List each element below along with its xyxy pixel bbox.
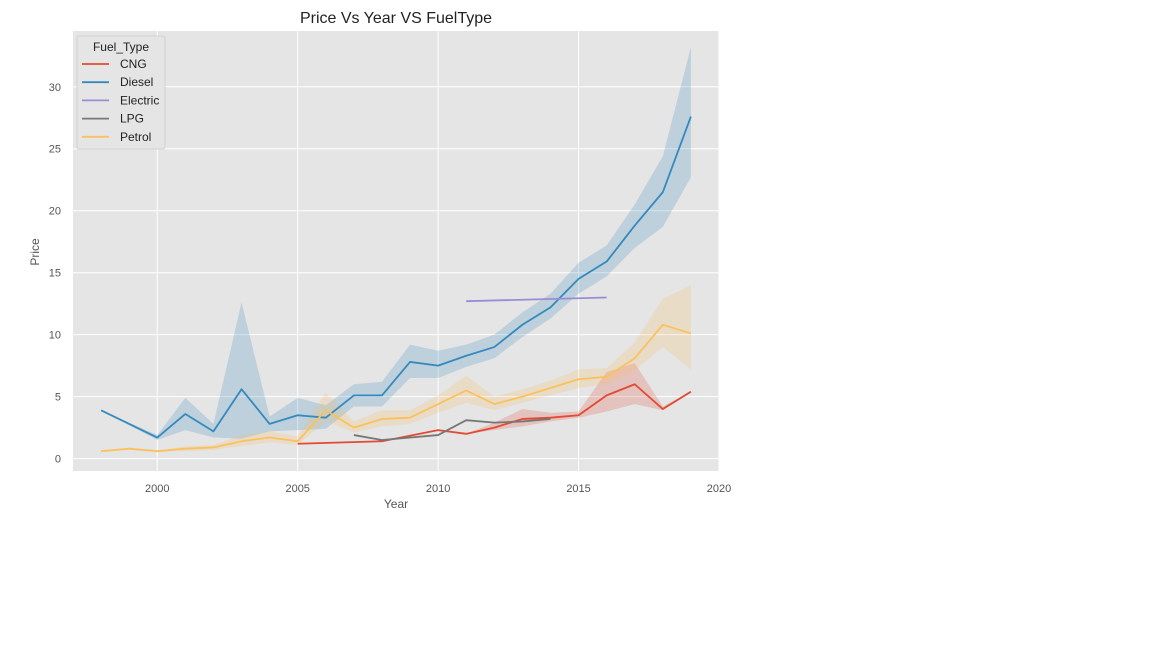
y-tick-label-10: 10: [49, 330, 61, 342]
legend-label-petrol: Petrol: [120, 130, 151, 144]
y-tick-label-0: 0: [55, 454, 61, 466]
y-tick-label-25: 25: [49, 144, 61, 156]
legend-label-cng: CNG: [120, 57, 147, 71]
y-tick-label-30: 30: [49, 82, 61, 94]
x-tick-label-2000: 2000: [145, 483, 169, 495]
x-axis-label: Year: [384, 497, 408, 511]
y-axis-ticks: 0 5 10 15 20 25 30: [49, 82, 61, 466]
series-line-lpg: [353, 418, 551, 441]
series-line-cng: [297, 383, 692, 445]
y-tick-label-20: 20: [49, 206, 61, 218]
legend-items: CNG Diesel Electric LPG Petrol: [82, 57, 159, 144]
plot-area: [73, 31, 719, 471]
legend-label-lpg: LPG: [120, 112, 144, 126]
series-line-petrol: [101, 323, 692, 453]
x-tick-label-2010: 2010: [426, 483, 450, 495]
y-tick-label-5: 5: [55, 392, 61, 404]
series-line-diesel: [100, 116, 692, 439]
legend-title: Fuel_Type: [93, 40, 149, 54]
x-tick-label-2005: 2005: [285, 483, 309, 495]
grid: [73, 31, 720, 471]
legend-label-electric: Electric: [120, 93, 159, 107]
chart-title: Price Vs Year VS FuelType: [300, 10, 492, 27]
band-diesel: [101, 47, 691, 441]
y-tick-label-15: 15: [49, 268, 61, 280]
x-tick-label-2015: 2015: [566, 483, 590, 495]
legend-label-diesel: Diesel: [120, 75, 153, 89]
legend: Fuel_Type CNG Diesel Electric LPG Petrol: [76, 35, 166, 150]
x-axis-ticks: 2000 2005 2010 2015 2020: [145, 483, 731, 495]
y-axis-label: Price: [28, 238, 42, 266]
series-lines: [100, 116, 692, 453]
series-line-electric: [466, 296, 607, 303]
x-tick-label-2020: 2020: [707, 483, 731, 495]
